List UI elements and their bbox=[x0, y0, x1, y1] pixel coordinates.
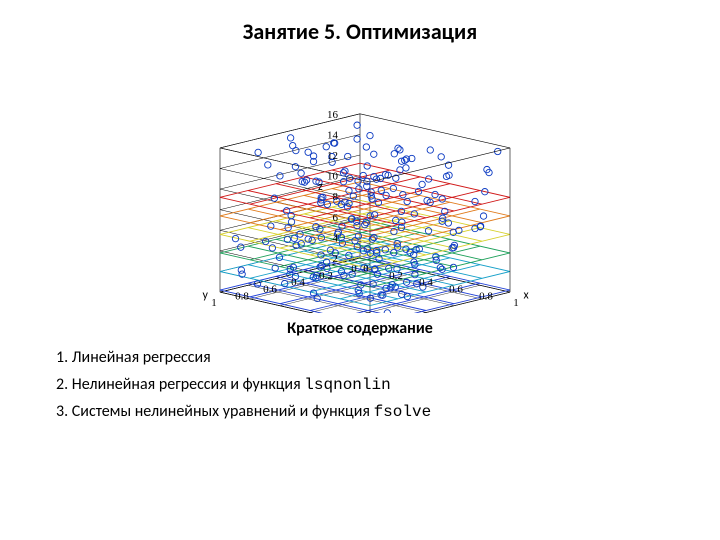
subtitle-text: Краткое содержание bbox=[287, 319, 433, 338]
svg-text:y: y bbox=[203, 288, 209, 302]
svg-text:6: 6 bbox=[333, 212, 339, 224]
svg-text:z: z bbox=[318, 180, 323, 194]
svg-text:4: 4 bbox=[333, 232, 339, 244]
svg-text:1: 1 bbox=[513, 297, 519, 309]
svg-text:0.6: 0.6 bbox=[263, 283, 277, 295]
subtitle: Краткое содержание bbox=[48, 319, 672, 338]
items-list: 1. Линейная регрессия2. Нелинейная регре… bbox=[48, 348, 672, 421]
svg-text:0.2: 0.2 bbox=[319, 270, 333, 282]
list-item: 1. Линейная регрессия bbox=[56, 348, 672, 367]
item-prefix: 3. bbox=[56, 402, 72, 421]
svg-text:16: 16 bbox=[327, 109, 339, 121]
list-item: 2. Нелинейная регрессия и функция lsqnon… bbox=[56, 375, 672, 394]
item-text: Нелинейная регрессия и функция bbox=[72, 375, 305, 394]
svg-text:0.8: 0.8 bbox=[479, 290, 493, 302]
scatter3d-chart: 246810121416z00.20.40.60.81x00.20.40.60.… bbox=[130, 53, 590, 313]
item-text: Линейная регрессия bbox=[72, 348, 211, 367]
title-text: Занятие 5. Оптимизация bbox=[243, 18, 478, 45]
item-prefix: 1. bbox=[56, 348, 72, 367]
item-text: Системы нелинейных уравнений и функция bbox=[72, 402, 374, 421]
svg-text:0.8: 0.8 bbox=[235, 290, 249, 302]
chart-container: 246810121416z00.20.40.60.81x00.20.40.60.… bbox=[48, 53, 672, 313]
svg-text:8: 8 bbox=[333, 191, 339, 203]
svg-text:0.6: 0.6 bbox=[449, 283, 463, 295]
item-prefix: 2. bbox=[56, 375, 72, 394]
svg-text:x: x bbox=[524, 288, 530, 302]
svg-text:0.2: 0.2 bbox=[389, 270, 403, 282]
svg-text:10: 10 bbox=[327, 171, 339, 183]
svg-text:2: 2 bbox=[333, 253, 339, 265]
svg-text:12: 12 bbox=[327, 150, 338, 162]
item-code: lsqnonlin bbox=[304, 376, 390, 394]
svg-text:0.4: 0.4 bbox=[419, 277, 433, 289]
svg-text:0: 0 bbox=[363, 263, 369, 275]
item-code: fsolve bbox=[374, 403, 432, 421]
svg-text:14: 14 bbox=[327, 129, 339, 141]
svg-text:0: 0 bbox=[351, 263, 357, 275]
svg-text:1: 1 bbox=[211, 297, 217, 309]
svg-text:0.4: 0.4 bbox=[291, 277, 305, 289]
list-item: 3. Системы нелинейных уравнений и функци… bbox=[56, 402, 672, 421]
page-title: Занятие 5. Оптимизация bbox=[48, 18, 672, 45]
